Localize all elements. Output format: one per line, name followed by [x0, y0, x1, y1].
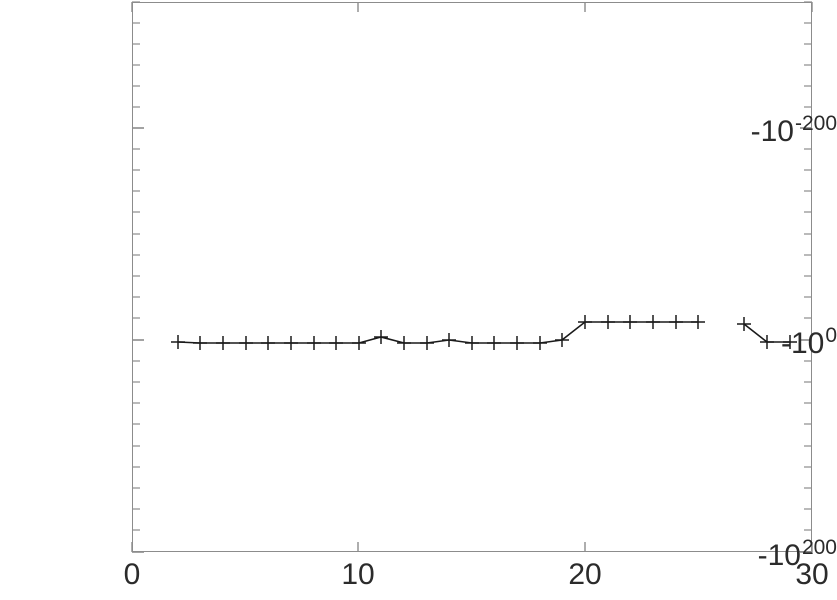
x-axis-tick-label-10: 10 [341, 558, 375, 591]
y-tick-mid-exponent: 0 [825, 324, 837, 347]
y-tick-top-exponent: -200 [794, 112, 837, 135]
x-axis-tick-label-30: 30 [795, 558, 829, 591]
y-axis-tick-label-bottom: -10200 [709, 537, 837, 571]
y-axis-tick-label-mid: -100 [709, 325, 837, 359]
y-tick-mid-mantissa: -10 [780, 327, 825, 360]
y-axis-tick-label-top: -10-200 [709, 113, 837, 147]
plot-axes-frame [132, 2, 812, 552]
y-tick-bottom-mantissa: -10 [757, 539, 801, 572]
y-tick-bottom-exponent: 200 [801, 536, 837, 559]
x-axis-tick-label-20: 20 [568, 558, 602, 591]
y-tick-top-mantissa: -10 [750, 115, 794, 148]
x-axis-tick-label-0: 0 [123, 558, 141, 591]
